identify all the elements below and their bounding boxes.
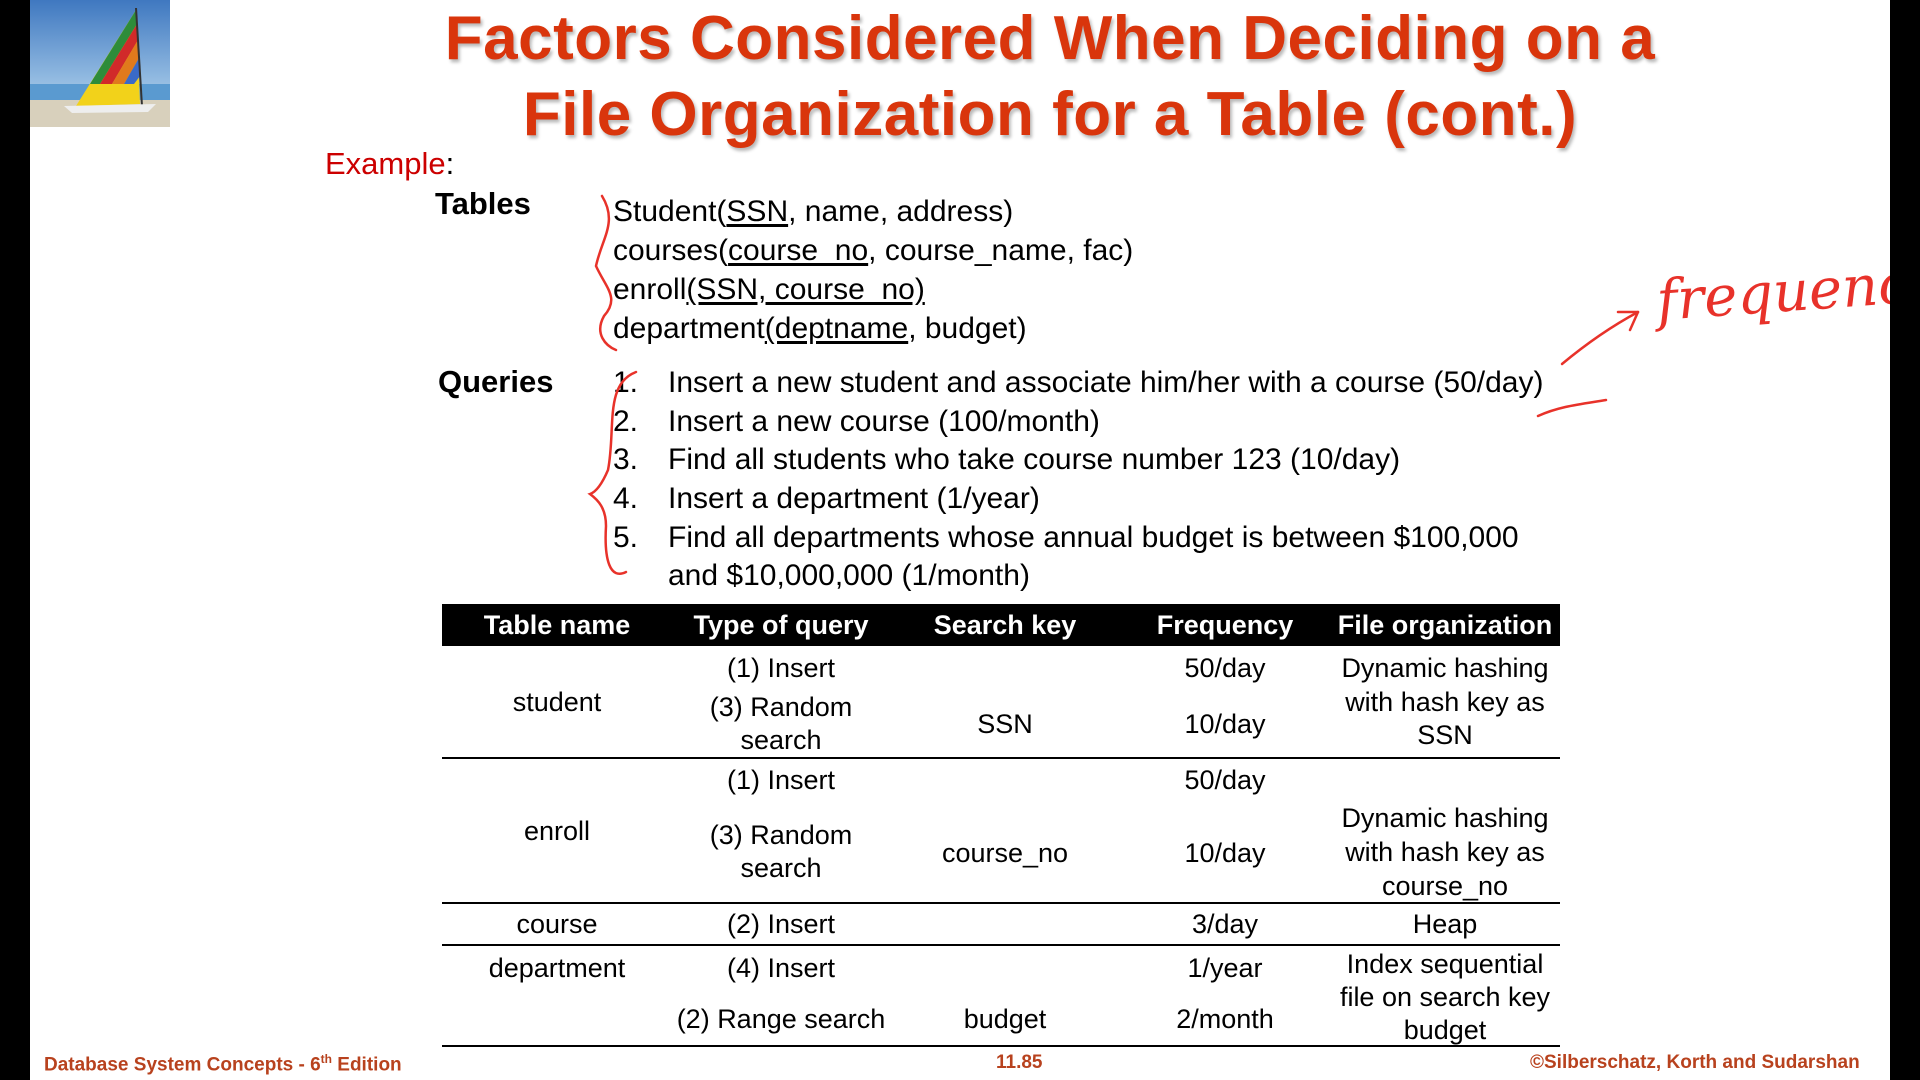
table-cell: 10/day <box>1184 709 1266 739</box>
table-cell: Dynamic hashing <box>1341 653 1549 683</box>
footer-left-sup: th <box>320 1052 332 1066</box>
table-cell: Heap <box>1412 909 1478 939</box>
table-cell: (1) Insert <box>726 653 836 683</box>
query-text: Find all departments whose annual budget… <box>668 521 1519 554</box>
queries-label: Queries <box>438 364 554 399</box>
schema-student-rest: , name, address) <box>788 195 1014 228</box>
table-cell: (1) Insert <box>726 765 836 795</box>
table-cell: 50/day <box>1184 765 1266 795</box>
schema-department-key: (deptname <box>764 312 909 345</box>
query-number: 5. <box>613 521 639 554</box>
slide-title-line1: Factors Considered When Deciding on a <box>444 4 1656 73</box>
frequency-arrow-icon <box>1560 310 1640 366</box>
schema-enroll-key: (SSN, course_no) <box>686 273 925 306</box>
table-header-cell: File organization <box>1337 610 1553 640</box>
table-cell: Index sequential <box>1346 949 1544 979</box>
row-divider <box>442 944 1560 946</box>
schema-department-name: department <box>613 312 765 345</box>
example-colon: : <box>445 146 455 181</box>
table-cell: with hash key as <box>1345 687 1545 717</box>
table-cell: student <box>512 687 602 717</box>
slide-title-line2: File Organization for a Table (cont.) <box>522 80 1578 149</box>
arrowhead-icon <box>1616 310 1640 332</box>
table-bottom-border <box>442 1045 1560 1047</box>
footer-book-title: Database System Concepts - 6th Edition <box>44 1052 402 1076</box>
table-cell: (4) Insert <box>726 953 836 983</box>
schema-courses-rest: , course_name, fac) <box>868 234 1134 267</box>
query-text: Insert a department (1/year) <box>668 482 1040 515</box>
table-cell: SSN <box>977 709 1033 739</box>
schema-department-rest: , budget) <box>908 312 1027 345</box>
footer-page-number: 11.85 <box>996 1052 1043 1073</box>
footer-left-text: Database System Concepts - 6 <box>44 1054 321 1076</box>
schema-student-name: Student( <box>613 195 727 228</box>
schema-courses: courses(course_no, course_name, fac) <box>613 234 1133 268</box>
query-number: 4. <box>613 482 639 515</box>
table-cell: 3/day <box>1191 909 1259 939</box>
frequency-annotation: frequency <box>1650 249 1890 334</box>
query-text: Insert a new student and associate him/h… <box>668 366 1544 399</box>
table-cell: Dynamic hashing <box>1341 803 1549 833</box>
schema-enroll: enroll(SSN, course_no) <box>613 273 925 307</box>
query-number: 1. <box>613 366 639 399</box>
schema-student-key: SSN <box>726 195 789 228</box>
table-cell: course <box>516 909 598 939</box>
table-cell: 50/day <box>1184 653 1266 683</box>
table-cell: (3) Random <box>709 820 853 850</box>
footer-left-end: Edition <box>332 1054 402 1076</box>
table-cell: 10/day <box>1184 838 1266 868</box>
table-header-cell: Table name <box>483 610 631 640</box>
query-text: Insert a new course (100/month) <box>668 405 1100 438</box>
table-header-cell: Search key <box>933 610 1077 640</box>
table-header-bar <box>442 604 1560 646</box>
table-cell: SSN <box>1417 720 1473 750</box>
tables-label: Tables <box>435 186 531 221</box>
schema-enroll-name: enroll <box>613 273 687 306</box>
query-text-continued: and $10,000,000 (1/month) <box>668 559 1030 592</box>
table-cell: course_no <box>941 838 1069 868</box>
table-cell: (2) Range search <box>676 1004 886 1034</box>
schema-student: Student(SSN, name, address) <box>613 195 1013 229</box>
table-cell: budget <box>1403 1015 1487 1045</box>
table-cell: with hash key as <box>1345 837 1545 867</box>
sailboat-logo-icon <box>30 0 170 127</box>
table-cell: budget <box>963 1004 1047 1034</box>
table-cell: (2) Insert <box>726 909 836 939</box>
table-cell: 1/year <box>1187 953 1263 983</box>
query-number: 3. <box>613 443 639 476</box>
row-divider <box>442 757 1560 759</box>
schema-department: department(deptname, budget) <box>613 312 1027 346</box>
table-cell: (3) Random <box>709 692 853 722</box>
table-cell: file on search key <box>1339 982 1551 1012</box>
table-cell: 2/month <box>1176 1004 1274 1034</box>
schema-courses-name: courses( <box>613 234 729 267</box>
table-cell: enroll <box>523 816 591 846</box>
example-label: Example <box>325 146 446 181</box>
table-cell: search <box>740 725 822 755</box>
query-text: Find all students who take course number… <box>668 443 1401 476</box>
table-cell: search <box>740 853 822 883</box>
query-number: 2. <box>613 405 639 438</box>
table-header-cell: Type of query <box>693 610 869 640</box>
table-cell: course_no <box>1381 871 1509 901</box>
example-heading: Example: <box>325 146 454 182</box>
schema-courses-key: course_no <box>728 234 869 267</box>
frequency-underline-icon <box>1536 398 1608 418</box>
table-header-cell: Frequency <box>1156 610 1294 640</box>
slide: Factors Considered When Deciding on a Fi… <box>30 0 1890 1080</box>
table-cell: department <box>488 953 626 983</box>
row-divider <box>442 902 1560 904</box>
footer-copyright: ©Silberschatz, Korth and Sudarshan <box>1530 1052 1860 1073</box>
